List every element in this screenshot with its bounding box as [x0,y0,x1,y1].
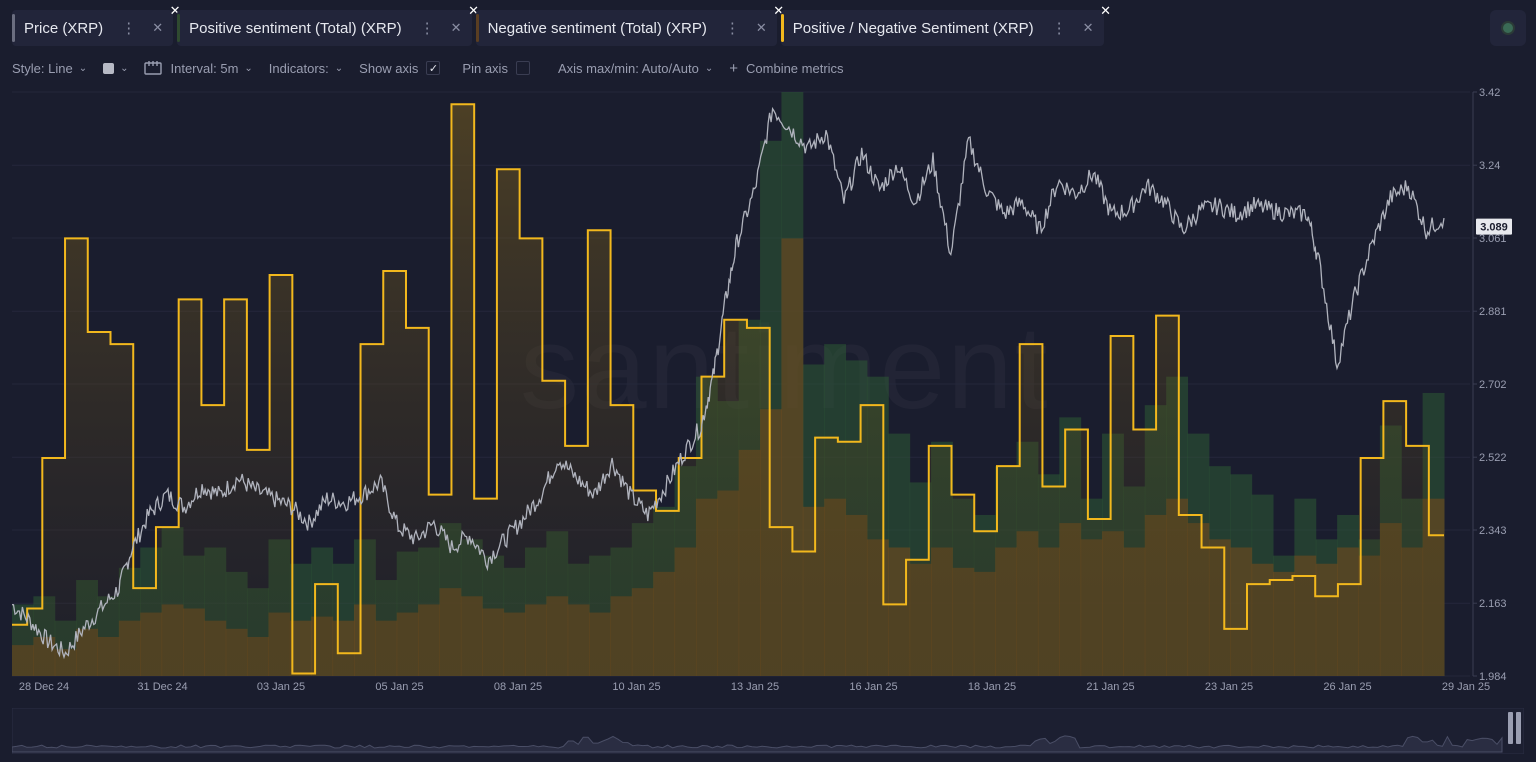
navigator-series [12,735,1503,753]
x-tick-label: 31 Dec 24 [137,681,187,693]
y-axis: 3.42 3.24 3.061 2.881 2.702 2.522 2.343 2.163 1.… [1472,87,1512,683]
chevron-down-icon: ⌄ [244,62,253,74]
metric-tabs: Price (XRP) ⋮ ✕ ✕ Positive sentiment (To… [12,4,1111,46]
chart-toolbar: Style: Line ⌄ ⌄ Interval: 5m ⌄ Indicator… [12,58,860,78]
more-vertical-icon[interactable]: ⋮ [419,20,435,37]
tab-label: Positive / Negative Sentiment (XRP) [792,19,1034,37]
x-tick-label: 18 Jan 25 [968,681,1016,693]
x-tick-label: 13 Jan 25 [731,681,779,693]
y-tick-label: 2.343 [1479,525,1507,537]
tab-color-indicator [780,14,784,42]
y-tick-label: 2.702 [1479,379,1507,391]
navigator-handle[interactable] [1516,712,1521,744]
tab-label: Positive sentiment (Total) (XRP) [189,19,402,37]
y-tick-label: 3.42 [1479,87,1500,99]
axis-maxmin-label: Axis max/min: Auto/Auto [557,60,699,76]
tab-positive-sentiment[interactable]: Positive sentiment (Total) (XRP) ⋮ ✕ ✕ [177,4,479,46]
show-axis-label: Show axis [359,60,419,76]
ratio-area [12,104,1444,676]
current-price-badge [1476,218,1512,235]
interval-label: Interval: 5m [170,60,239,76]
price-line [11,106,1445,660]
close-icon[interactable]: ✕ [773,3,785,18]
close-icon[interactable]: ✕ [169,3,181,18]
x-tick-label: 05 Jan 25 [375,681,423,693]
interval-dropdown[interactable]: Interval: 5m ⌄ [144,60,253,76]
tab-color-indicator [12,14,15,42]
pin-axis-checkbox[interactable]: ✓ [515,61,530,75]
close-icon[interactable]: ✕ [755,20,767,35]
close-icon[interactable]: ✕ [1082,20,1094,35]
navigator-area [12,735,1503,753]
navigator-handle[interactable] [1508,712,1513,744]
chevron-down-icon: ⌄ [78,62,88,74]
ratio-series [12,103,1444,676]
close-icon[interactable]: ✕ [1100,3,1112,18]
price-series [11,106,1445,660]
more-vertical-icon[interactable]: ⋮ [1051,20,1067,37]
tab-color-indicator [177,14,181,42]
x-tick-label: 03 Jan 25 [257,681,305,693]
current-price-label: 3.089 [1480,222,1508,234]
pin-axis-label: Pin axis [462,60,508,76]
y-tick-label: 2.522 [1479,452,1507,464]
color-dropdown[interactable]: ⌄ [103,62,129,74]
combine-metrics-button[interactable]: + Combine metrics [729,60,843,77]
settings-button[interactable] [1490,10,1526,46]
more-vertical-icon[interactable]: ⋮ [724,20,740,37]
indicators-label: Indicators: [268,60,329,76]
x-tick-label: 21 Jan 25 [1086,681,1134,693]
x-tick-label: 10 Jan 25 [612,681,660,693]
tab-positive-negative-ratio[interactable]: Positive / Negative Sentiment (XRP) ⋮ ✕ … [780,4,1111,46]
tab-label: Negative sentiment (Total) (XRP) [487,19,707,37]
chevron-down-icon: ⌄ [120,62,129,74]
x-tick-label: 23 Jan 25 [1205,681,1253,693]
indicators-dropdown[interactable]: Indicators: ⌄ [269,61,343,76]
x-tick-label: 29 Jan 25 [1442,681,1490,693]
axis-maxmin-dropdown[interactable]: Axis max/min: Auto/Auto ⌄ [558,61,713,76]
calendar-icon [144,61,163,75]
x-tick-label: 08 Jan 25 [494,681,542,693]
y-tick-label: 2.881 [1479,306,1507,318]
close-icon[interactable]: ✕ [152,20,164,35]
ratio-line [12,103,1444,675]
y-tick-label: 3.24 [1479,160,1500,172]
combine-metrics-label: Combine metrics [746,60,844,76]
style-dropdown[interactable]: Style: Line ⌄ [12,61,87,76]
x-tick-label: 16 Jan 25 [849,681,897,693]
negative-bar [289,620,312,676]
chevron-down-icon: ⌄ [334,62,344,74]
y-tick-label: 2.163 [1479,598,1507,610]
tab-price[interactable]: Price (XRP) ⋮ ✕ ✕ [12,4,181,46]
status-dot-icon [1503,23,1513,33]
x-tick-label: 26 Jan 25 [1323,681,1371,693]
close-icon[interactable]: ✕ [450,20,462,35]
checkmark-icon[interactable]: ✓ [426,61,441,75]
close-icon[interactable]: ✕ [468,3,480,18]
y-tick-label: 3.061 [1479,233,1507,245]
tab-label: Price (XRP) [24,19,104,37]
range-navigator[interactable] [12,708,1524,754]
tab-negative-sentiment[interactable]: Negative sentiment (Total) (XRP) ⋮ ✕ ✕ [475,4,784,46]
more-vertical-icon[interactable]: ⋮ [121,20,137,37]
y-tick-label: 1.984 [1479,671,1507,683]
x-axis: 28 Dec 24 31 Dec 24 03 Jan 25 05 Jan 25 08 J… [19,681,1490,693]
tab-color-indicator [475,14,479,42]
chevron-down-icon: ⌄ [704,62,714,74]
style-label: Style: Line [12,60,73,76]
x-tick-label: 28 Dec 24 [19,681,69,693]
pin-axis-toggle[interactable]: Pin axis ✓ [462,61,530,76]
main-chart[interactable]: 3.42 3.24 3.061 2.881 2.702 2.522 2.343 2.163 1.… [0,86,1536,696]
plus-icon: + [729,59,739,77]
color-swatch-icon [103,62,115,74]
show-axis-toggle[interactable]: Show axis ✓ [359,60,441,76]
